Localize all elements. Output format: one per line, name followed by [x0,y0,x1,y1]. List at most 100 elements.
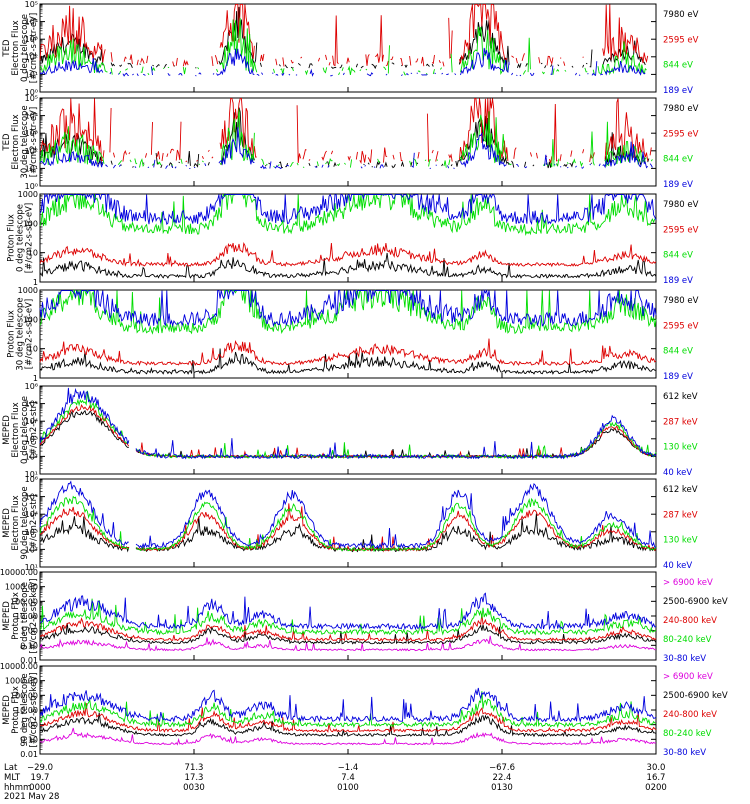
legend-entry: > 6900 keV [663,578,713,588]
y-axis-label-line: [#/cm2-s-str] [29,495,39,552]
x-tick-label-hhmm: 0200 [645,783,667,793]
y-tick-label: 10⁴ [25,417,38,426]
legend-entry: > 6900 keV [663,672,713,682]
x-tick-label-lat: 30.0 [647,763,666,773]
y-tick-label: 10¹ [25,563,38,572]
y-axis-label-line: [#/cm2-s-str-eV] [29,13,39,83]
series-trace [39,691,657,729]
x-tick-label-lat: −67.6 [489,763,515,773]
x-tick-label-hhmm: 0130 [491,783,513,793]
x-tick-label-lat: −1.4 [338,763,359,773]
y-tick-label: 10³ [25,35,38,44]
y-axis-label-line: [#/cm2-s-str-eV] [25,299,35,369]
series-trace [39,702,657,733]
series-trace [39,241,657,268]
legend-entry: 130 keV [663,536,698,546]
series-trace [40,109,655,167]
y-axis-label-line: Proton Flux [7,310,17,358]
legend-entry: 189 eV [663,276,693,286]
y-tick-label: 10⁶ [25,475,38,484]
series-trace [39,252,657,279]
legend-entry: 2595 eV [663,35,699,45]
legend-entry: 287 keV [663,510,698,520]
x-tick-label-lat: −29.0 [27,763,53,773]
y-tick-label: 10⁶ [25,382,38,391]
legend-entry: 30-80 keV [663,748,706,758]
y-axis-label-line: Electron Flux [11,20,21,75]
x-tick-label-hhmm: 0030 [183,783,205,793]
series-trace [39,288,657,335]
y-axis-label-line: Proton Flux [7,214,17,262]
y-tick-label: 10⁵ [25,400,38,409]
y-tick-label: 1000 [18,190,38,199]
y-axis-label-line: Electron Flux [11,114,21,169]
legend-entry: 612 keV [663,392,698,402]
legend-entry: 7980 eV [663,104,699,114]
y-tick-label: 100.00 [10,691,38,700]
y-tick-label: 0.01 [20,750,38,759]
y-tick-label: 10 [28,249,38,258]
y-axis-label-line: 30 deg telescope [16,297,26,370]
y-tick-label: 10³ [25,435,38,444]
y-tick-label: 1000.00 [5,677,38,686]
y-tick-label: 10¹ [25,470,38,479]
y-axis-label-line: 0 deg telescope [20,396,30,464]
y-tick-label: 10³ [25,528,38,537]
series-trace [39,592,657,631]
y-axis-label-line: Electron Flux [11,495,21,550]
y-tick-label: 10² [25,452,38,461]
y-axis-label-line: [#/cm2-s-str-eV] [25,203,35,273]
y-tick-label: 10² [25,545,38,554]
y-tick-label: 10⁴ [25,510,38,519]
legend-entry: 40 keV [663,468,692,478]
legend-entry: 2500-6900 keV [663,597,728,607]
panel-7: 0.01 0.10 1.00 10.00 100.00 1000.00 10000.00 ME… [0,568,728,665]
legend-entry: 7980 eV [663,10,699,20]
panel-frame [39,3,657,93]
y-axis-label-line: TED [2,133,12,152]
y-tick-label: 1000.00 [5,583,38,592]
series-trace [39,480,657,550]
legend-entry: 240-800 keV [663,710,717,720]
panel-frame [39,97,657,187]
series-trace [39,635,657,652]
series-trace [40,127,655,169]
series-trace [39,193,657,226]
series-trace [39,598,657,636]
series-trace [40,98,654,162]
legend-entry: 130 keV [663,443,698,453]
y-tick-label: 10¹ [25,70,38,79]
y-tick-label: 10⁵ [25,94,38,103]
y-axis-label-line: MEPED [2,508,12,538]
panel-frame [39,193,657,283]
x-tick-label-mlt: 19.7 [31,773,50,783]
series-trace [39,712,657,738]
series-trace [39,338,657,367]
y-tick-label: 10000.00 [0,662,38,671]
panel-1: 10⁰ 10¹ 10² 10³ 10⁴ 10⁵ TED Electron Flux 0 deg … [2,0,699,97]
legend-entry: 844 eV [663,155,693,165]
y-axis-label-line: 0 deg telescope [20,582,30,650]
y-axis-label-line: MEPED [2,601,12,631]
y-tick-label: 100.00 [10,597,38,606]
y-axis-label-line: [#/cm2-s-str-eV] [29,107,39,177]
y-axis-label-line: Proton Flux [11,592,21,640]
legend-entry: 844 eV [663,61,693,71]
legend-entry: 30-80 keV [663,654,706,664]
series-trace [39,390,657,460]
series-trace [40,108,655,169]
series-trace [40,18,656,75]
panel-frame [39,665,657,755]
panel-2: 10⁰ 10¹ 10² 10³ 10⁴ 10⁵ TED Electron Flux 30 deg… [2,94,699,191]
legend-entry: 80-240 keV [663,635,712,645]
y-tick-label: 1 [33,374,38,383]
y-tick-label: 10² [25,53,38,62]
x-row-label: hhmm [4,783,31,793]
y-tick-label: 10⁰ [25,88,38,97]
y-axis-label-line: 0 deg telescope [20,14,30,82]
panel-frame [39,478,657,568]
y-tick-label: 10⁴ [25,18,38,27]
series-trace [39,513,657,553]
